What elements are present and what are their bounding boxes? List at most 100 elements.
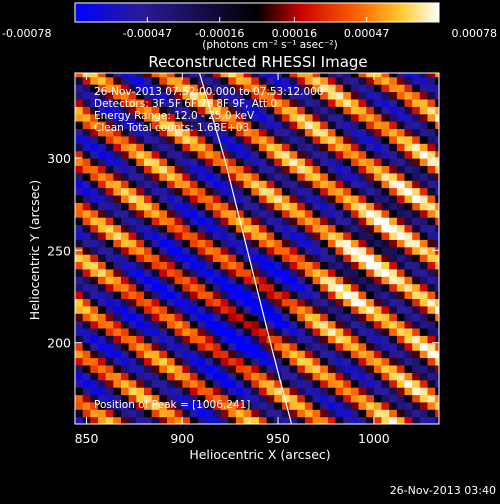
heatmap-cell	[98, 246, 107, 255]
heatmap-cell	[75, 158, 84, 166]
heatmap-cell	[289, 135, 298, 144]
heatmap-cell	[98, 239, 107, 248]
heatmap-cell	[144, 416, 153, 424]
heatmap-cell	[82, 305, 91, 314]
heatmap-cell	[381, 268, 390, 277]
heatmap-cell	[182, 209, 191, 218]
heatmap-cell	[167, 202, 176, 211]
heatmap-cell	[212, 394, 222, 403]
heatmap-cell	[167, 276, 176, 285]
heatmap-cell	[358, 254, 367, 262]
heatmap-cell	[251, 202, 260, 211]
heatmap-cell	[197, 224, 206, 233]
heatmap-cell	[289, 327, 298, 336]
heatmap-cell	[366, 305, 375, 314]
heatmap-cell	[235, 98, 245, 107]
heatmap-cell	[144, 342, 153, 351]
heatmap-cell	[343, 217, 352, 226]
heatmap-cell	[174, 313, 183, 322]
heatmap-cell	[75, 261, 84, 270]
heatmap-cell	[197, 291, 206, 299]
heatmap-cell	[366, 409, 375, 418]
heatmap-cell	[82, 194, 91, 203]
heatmap-cell	[220, 276, 229, 285]
heatmap-cell	[144, 372, 153, 381]
heatmap-cell	[159, 305, 168, 314]
heatmap-cell	[75, 283, 84, 292]
heatmap-cell	[75, 194, 84, 203]
heatmap-cell	[128, 158, 137, 166]
heatmap-cell	[389, 113, 398, 122]
heatmap-cell	[189, 158, 199, 166]
heatmap-cell	[396, 158, 406, 166]
heatmap-cell	[251, 239, 260, 248]
heatmap-cell	[113, 180, 122, 189]
heatmap-cell	[159, 239, 168, 248]
heatmap-cell	[144, 357, 153, 366]
heatmap-cell	[82, 246, 91, 255]
heatmap-cell	[396, 254, 406, 262]
heatmap-cell	[159, 172, 168, 181]
heatmap-cell	[358, 106, 367, 115]
heatmap-cell	[373, 401, 383, 410]
heatmap-cell	[419, 401, 429, 410]
heatmap-cell	[327, 379, 337, 388]
heatmap-cell	[404, 291, 413, 299]
heatmap-cell	[381, 327, 390, 336]
heatmap-cell	[419, 379, 429, 388]
heatmap-cell	[297, 350, 306, 359]
heatmap-cell	[243, 84, 252, 93]
heatmap-cell	[121, 106, 130, 115]
heatmap-cell	[144, 350, 153, 359]
heatmap-cell	[327, 98, 337, 107]
heatmap-cell	[297, 128, 306, 137]
heatmap-cell	[404, 364, 413, 373]
heatmap-cell	[427, 84, 436, 93]
heatmap-cell	[220, 239, 229, 248]
heatmap-cell	[205, 261, 214, 270]
heatmap-cell	[289, 409, 298, 418]
heatmap-cell	[274, 268, 283, 277]
heatmap-cell	[435, 217, 439, 226]
heatmap-cell	[220, 254, 229, 262]
heatmap-cell	[320, 320, 329, 329]
heatmap-cell	[174, 202, 183, 211]
heatmap-cell	[113, 291, 122, 299]
heatmap-cell	[220, 320, 229, 329]
heatmap-cell	[343, 73, 352, 78]
heatmap-cell	[251, 84, 260, 93]
heatmap-cell	[98, 98, 107, 107]
heatmap-cell	[220, 387, 229, 396]
heatmap-cell	[419, 84, 429, 93]
heatmap-cell	[320, 416, 329, 424]
heatmap-cell	[435, 254, 439, 262]
heatmap-cell	[304, 357, 314, 366]
heatmap-cell	[243, 209, 252, 218]
heatmap-cell	[343, 172, 352, 181]
heatmap-cell	[251, 379, 260, 388]
heatmap-cell	[358, 202, 367, 211]
heatmap-cell	[274, 150, 283, 159]
heatmap-cell	[205, 416, 214, 424]
heatmap-cell	[220, 283, 229, 292]
heatmap-cell	[289, 305, 298, 314]
heatmap-cell	[189, 246, 199, 255]
heatmap-cell	[373, 73, 383, 78]
heatmap-cell	[182, 231, 191, 240]
heatmap-cell	[182, 357, 191, 366]
heatmap-cell	[189, 231, 199, 240]
heatmap-cell	[281, 224, 291, 233]
heatmap-cell	[396, 128, 406, 137]
heatmap-cell	[105, 327, 114, 336]
heatmap-cell	[128, 298, 137, 307]
heatmap-cell	[350, 379, 360, 388]
heatmap-cell	[90, 98, 99, 107]
heatmap-cell	[312, 113, 321, 122]
heatmap-cell	[167, 172, 176, 181]
heatmap-cell	[281, 106, 291, 115]
heatmap-cell	[396, 98, 406, 107]
heatmap-cell	[366, 209, 375, 218]
heatmap-cell	[373, 98, 383, 107]
heatmap-cell	[343, 246, 352, 255]
